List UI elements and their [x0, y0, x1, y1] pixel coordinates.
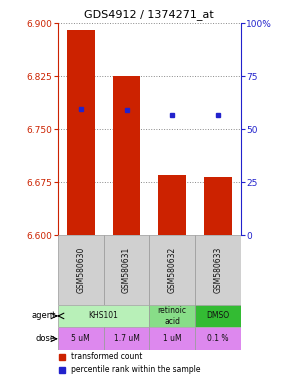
Bar: [104, 328, 149, 350]
Title: GDS4912 / 1374271_at: GDS4912 / 1374271_at: [84, 10, 214, 20]
Bar: [58, 305, 149, 328]
Bar: [158, 175, 186, 235]
Text: GSM580632: GSM580632: [168, 247, 177, 293]
Text: 5 uM: 5 uM: [71, 334, 90, 343]
Bar: [204, 177, 231, 235]
Bar: [149, 305, 195, 328]
Text: percentile rank within the sample: percentile rank within the sample: [71, 365, 200, 374]
Text: 1.7 uM: 1.7 uM: [114, 334, 139, 343]
Text: 1 uM: 1 uM: [163, 334, 182, 343]
Bar: [113, 76, 140, 235]
Bar: [149, 328, 195, 350]
Bar: [195, 235, 241, 305]
Bar: [58, 235, 104, 305]
Bar: [195, 305, 241, 328]
Bar: [58, 328, 104, 350]
Text: dose: dose: [36, 334, 56, 343]
Text: DMSO: DMSO: [206, 311, 229, 320]
Text: agent: agent: [31, 311, 56, 320]
Bar: [149, 235, 195, 305]
Text: KHS101: KHS101: [89, 311, 119, 320]
Bar: [195, 328, 241, 350]
Text: retinoic
acid: retinoic acid: [158, 306, 187, 326]
Text: transformed count: transformed count: [71, 352, 142, 361]
Text: GSM580631: GSM580631: [122, 247, 131, 293]
Text: GSM580633: GSM580633: [213, 247, 222, 293]
Bar: [104, 235, 149, 305]
Text: GSM580630: GSM580630: [76, 247, 85, 293]
Text: 0.1 %: 0.1 %: [207, 334, 229, 343]
Bar: [67, 30, 95, 235]
